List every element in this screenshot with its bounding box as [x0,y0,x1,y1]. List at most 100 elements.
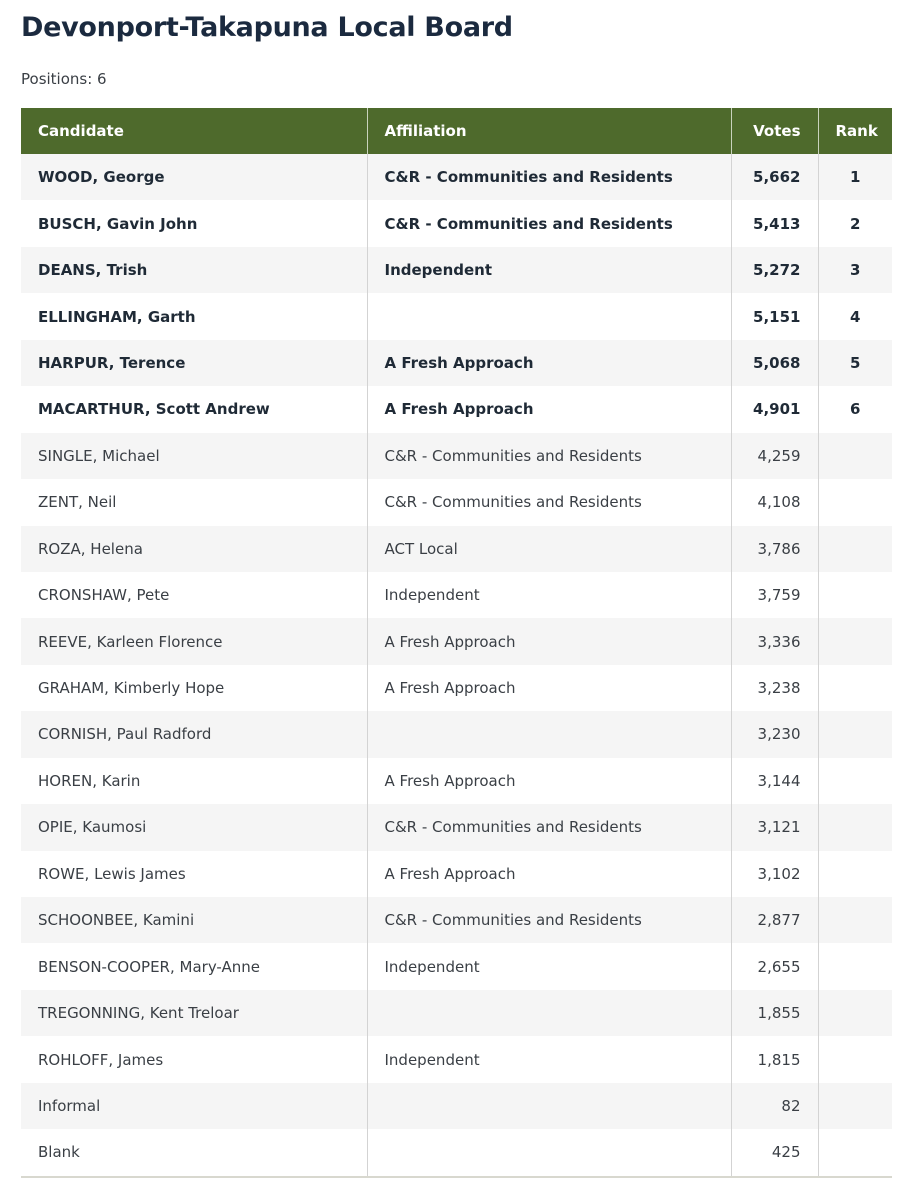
table-row: ROHLOFF, James Independent 1,815 [21,1036,892,1083]
cell-votes: 4,108 [730,479,818,526]
cell-rank [817,1082,892,1130]
table-row: MACARTHUR, Scott Andrew A Fresh Approach 4… [21,386,892,433]
cell-affiliation: A Fresh Approach [366,339,731,387]
cell-affiliation: A Fresh Approach [366,664,731,712]
cell-rank [817,525,892,572]
cell-affiliation [366,1129,731,1177]
cell-affiliation [366,711,731,758]
cell-candidate: ROHLOFF, James [38,1050,164,1069]
cell-rank [817,479,892,526]
cell-candidate: ELLINGHAM, Garth [38,307,196,326]
table-row: CORNISH, Paul Radford 3,230 [21,711,892,758]
cell-candidate: CRONSHAW, Pete [38,586,170,605]
table-row: DEANS, Trish Independent 5,272 3 [21,246,892,294]
table-row: REEVE, Karleen Florence A Fresh Approach 3… [21,618,892,665]
cell-rank: 4 [817,293,892,340]
cell-rank [817,711,892,758]
cell-affiliation: Independent [366,246,731,294]
cell-candidate: OPIE, Kaumosi [21,804,367,851]
cell-candidate: CORNISH, Paul Radford [21,711,367,758]
cell-rank: 2 [817,200,892,247]
cell-rank [817,432,892,480]
cell-affiliation: A Fresh Approach [366,618,731,665]
cell-affiliation: C&R - Communities and Residents [366,432,731,480]
cell-candidate: REEVE, Karleen Florence [21,618,367,665]
cell-affiliation [366,989,731,1037]
cell-votes: 3,238 [730,664,818,712]
cell-votes: 5,151 [730,293,818,340]
cell-candidate: DEANS, Trish [21,246,367,294]
page-title: Devonport-Takapuna Local Board [21,12,513,43]
cell-candidate: Blank [38,1143,80,1162]
cell-candidate: TREGONNING, Kent Treloar [21,989,367,1037]
cell-votes: 5,413 [730,200,818,247]
cell-affiliation: Independent [366,571,731,619]
header-candidate: Candidate [21,108,367,154]
cell-votes: 5,272 [730,246,818,294]
cell-votes: 3,786 [730,525,818,572]
cell-affiliation: Independent [366,1036,731,1083]
cell-votes: 3,336 [730,618,818,665]
table-row: ROZA, Helena ACT Local 3,786 [21,525,892,572]
results-table: Candidate Affiliation Votes Rank WOOD, G… [21,108,892,1178]
positions-count: Positions: 6 [21,70,107,88]
table-row: HARPUR, Terence A Fresh Approach 5,068 5 [21,339,892,387]
header-votes: Votes [730,108,818,154]
cell-rank: 5 [817,339,892,387]
cell-affiliation: ACT Local [366,525,731,572]
table-row: ROWE, Lewis James A Fresh Approach 3,102 [21,850,892,897]
cell-candidate: ROZA, Helena [21,525,367,572]
cell-affiliation: C&R - Communities and Residents [366,897,731,944]
cell-votes: 2,877 [730,897,818,944]
cell-votes: 1,855 [730,989,818,1037]
cell-affiliation: C&R - Communities and Residents [366,804,731,851]
cell-candidate: SINGLE, Michael [21,432,367,480]
cell-votes: 1,815 [730,1036,818,1083]
cell-candidate: BENSON-COOPER, Mary-Anne [38,957,261,976]
cell-candidate: MACARTHUR, Scott Andrew [38,400,270,419]
table-row: SCHOONBEE, Kamini C&R - Communities and R… [21,897,892,944]
cell-candidate: WOOD, George [21,154,367,201]
cell-rank [817,897,892,944]
cell-affiliation: Independent [366,943,731,990]
cell-votes: 425 [730,1129,818,1177]
cell-rank [817,850,892,897]
cell-candidate: GRAHAM, Kimberly Hope [38,679,225,698]
cell-rank [817,943,892,990]
table-row: SINGLE, Michael C&R - Communities and Res… [21,432,892,480]
cell-votes: 3,759 [730,571,818,619]
cell-affiliation: A Fresh Approach [366,757,731,805]
cell-candidate: Informal [21,1082,367,1130]
table-row: ELLINGHAM, Garth 5,151 4 [21,293,892,340]
header-affiliation: Affiliation [366,108,731,154]
cell-rank [817,1036,892,1083]
table-row: CRONSHAW, Pete Independent 3,759 [21,571,892,619]
cell-candidate: ZENT, Neil [38,493,117,512]
cell-affiliation: A Fresh Approach [366,850,731,897]
cell-candidate: SCHOONBEE, Kamini [21,897,367,944]
cell-rank [817,757,892,805]
cell-rank [817,804,892,851]
table-row: GRAHAM, Kimberly Hope A Fresh Approach 3,2… [21,664,892,712]
cell-votes: 4,259 [730,432,818,480]
cell-votes: 82 [730,1082,818,1130]
cell-affiliation: A Fresh Approach [366,386,731,433]
cell-rank [817,618,892,665]
cell-candidate: ROWE, Lewis James [38,864,186,883]
table-row: Informal 82 [21,1082,892,1130]
cell-rank [817,989,892,1037]
table-row: HOREN, Karin A Fresh Approach 3,144 [21,757,892,805]
cell-votes: 3,102 [730,850,818,897]
cell-votes: 3,230 [730,711,818,758]
cell-votes: 5,068 [730,339,818,387]
cell-candidate: HARPUR, Terence [21,339,367,387]
cell-votes: 2,655 [730,943,818,990]
table-row: TREGONNING, Kent Treloar 1,855 [21,989,892,1037]
cell-rank [817,571,892,619]
cell-affiliation: C&R - Communities and Residents [366,200,731,247]
cell-rank [817,1129,892,1177]
cell-candidate: BUSCH, Gavin John [38,214,198,233]
table-header-row: Candidate Affiliation Votes Rank [21,108,892,154]
cell-affiliation [366,1082,731,1130]
table-row: WOOD, George C&R - Communities and Reside… [21,154,892,201]
